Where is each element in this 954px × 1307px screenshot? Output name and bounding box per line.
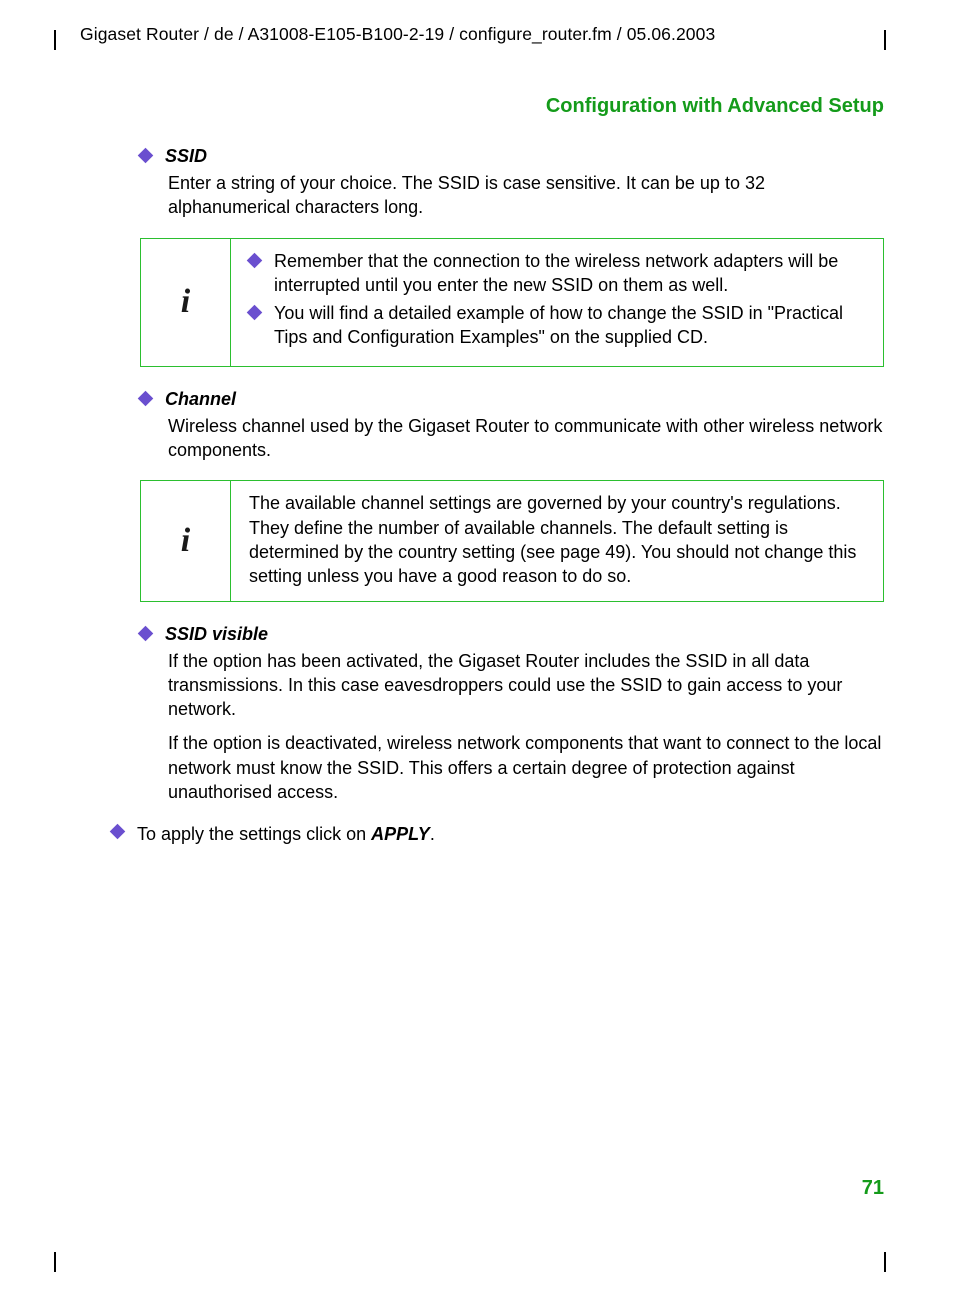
header-path: Gigaset Router / de / A31008-E105-B100-2…: [80, 24, 884, 45]
item-body: If the option is deactivated, wireless n…: [168, 731, 884, 804]
section-title: Configuration with Advanced Setup: [80, 95, 884, 118]
info-bullet-text: Remember that the connection to the wire…: [274, 249, 869, 298]
crop-mark: [884, 1252, 886, 1272]
info-content: The available channel settings are gover…: [231, 481, 883, 600]
info-icon: i: [181, 522, 190, 560]
apply-suffix: .: [430, 824, 435, 844]
item-channel: Channel: [140, 389, 884, 410]
item-ssid-visible: SSID visible: [140, 624, 884, 645]
info-bullet: You will find a detailed example of how …: [249, 301, 869, 350]
apply-row: To apply the settings click on APPLY.: [112, 822, 884, 846]
diamond-icon: [138, 391, 154, 407]
item-label: SSID visible: [165, 624, 268, 645]
diamond-icon: [110, 824, 126, 840]
item-label: Channel: [165, 389, 236, 410]
diamond-icon: [247, 252, 263, 268]
item-body: Wireless channel used by the Gigaset Rou…: [168, 414, 884, 463]
crop-mark: [54, 30, 56, 50]
apply-prefix: To apply the settings click on: [137, 824, 371, 844]
info-icon-cell: i: [141, 239, 231, 366]
item-body: If the option has been activated, the Gi…: [168, 649, 884, 722]
info-bullet: Remember that the connection to the wire…: [249, 249, 869, 298]
diamond-icon: [247, 305, 263, 321]
info-box: i Remember that the connection to the wi…: [140, 238, 884, 367]
page-number: 71: [862, 1177, 884, 1200]
apply-text: To apply the settings click on APPLY.: [137, 822, 435, 846]
info-content: Remember that the connection to the wire…: [231, 239, 883, 366]
item-label: SSID: [165, 146, 207, 167]
crop-mark: [54, 1252, 56, 1272]
apply-bold: APPLY: [371, 824, 430, 844]
crop-mark: [884, 30, 886, 50]
content-area: SSID Enter a string of your choice. The …: [80, 146, 884, 847]
info-icon: i: [181, 283, 190, 321]
info-bullet-text: You will find a detailed example of how …: [274, 301, 869, 350]
diamond-icon: [138, 148, 154, 164]
info-icon-cell: i: [141, 481, 231, 600]
page: Gigaset Router / de / A31008-E105-B100-2…: [80, 24, 884, 1276]
item-body: Enter a string of your choice. The SSID …: [168, 171, 884, 220]
diamond-icon: [138, 625, 154, 641]
info-box: i The available channel settings are gov…: [140, 480, 884, 601]
item-ssid: SSID: [140, 146, 884, 167]
